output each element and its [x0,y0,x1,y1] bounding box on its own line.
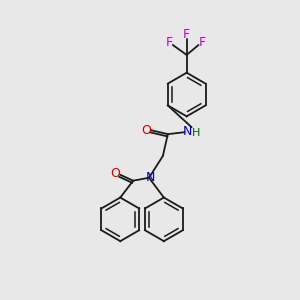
Text: O: O [141,124,151,137]
Text: N: N [145,171,155,184]
Text: H: H [191,128,200,138]
Text: F: F [183,28,190,40]
Text: N: N [183,125,192,138]
Text: F: F [165,37,172,50]
Text: F: F [199,37,206,50]
Text: O: O [110,167,120,180]
